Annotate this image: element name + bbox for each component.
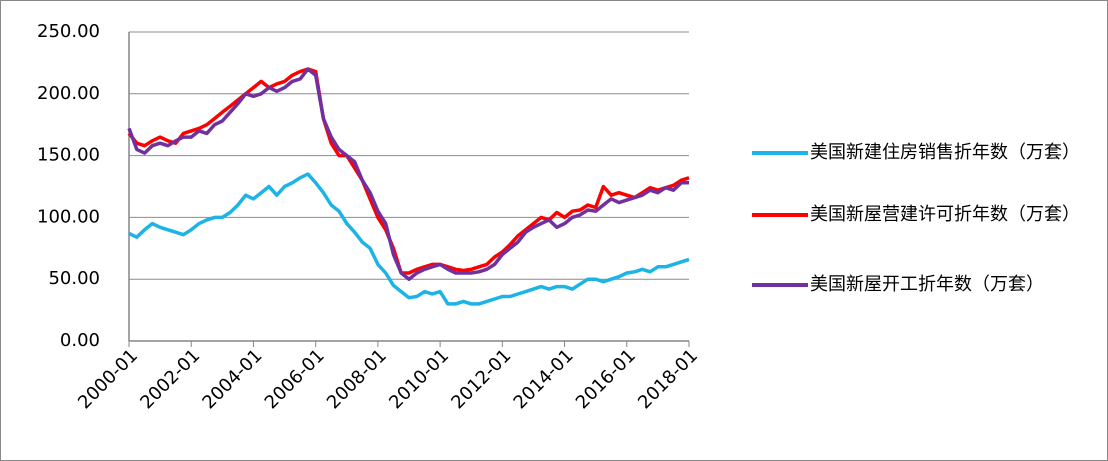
- legend-label: 美国新屋开工折年数（万套）: [810, 274, 1044, 295]
- x-tick-label: 2002-01: [136, 345, 204, 413]
- x-tick-label: 2004-01: [198, 345, 266, 413]
- y-tick-label: 50.00: [48, 268, 100, 289]
- legend-label: 美国新建住房销售折年数（万套）: [810, 142, 1080, 163]
- series-line: [128, 172, 690, 306]
- series-line: [127, 67, 689, 281]
- x-tick-label: 2018-01: [634, 345, 702, 413]
- legend-label: 美国新屋营建许可折年数（万套）: [810, 204, 1080, 225]
- x-tick-label: 2008-01: [323, 345, 391, 413]
- x-tick-label: 2012-01: [447, 345, 515, 413]
- x-tick-label: 2006-01: [261, 345, 329, 413]
- y-tick-label: 250.00: [37, 21, 100, 42]
- y-tick-label: 100.00: [37, 206, 100, 227]
- y-tick-label: 200.00: [37, 83, 100, 104]
- y-tick-label: 150.00: [37, 145, 100, 166]
- series-line: [127, 67, 690, 275]
- x-tick-label: 2000-01: [74, 345, 142, 413]
- x-tick-label: 2014-01: [510, 345, 578, 413]
- x-tick-label: 2016-01: [572, 345, 640, 413]
- x-tick-label: 2010-01: [385, 345, 453, 413]
- y-tick-label: 0.00: [60, 330, 100, 351]
